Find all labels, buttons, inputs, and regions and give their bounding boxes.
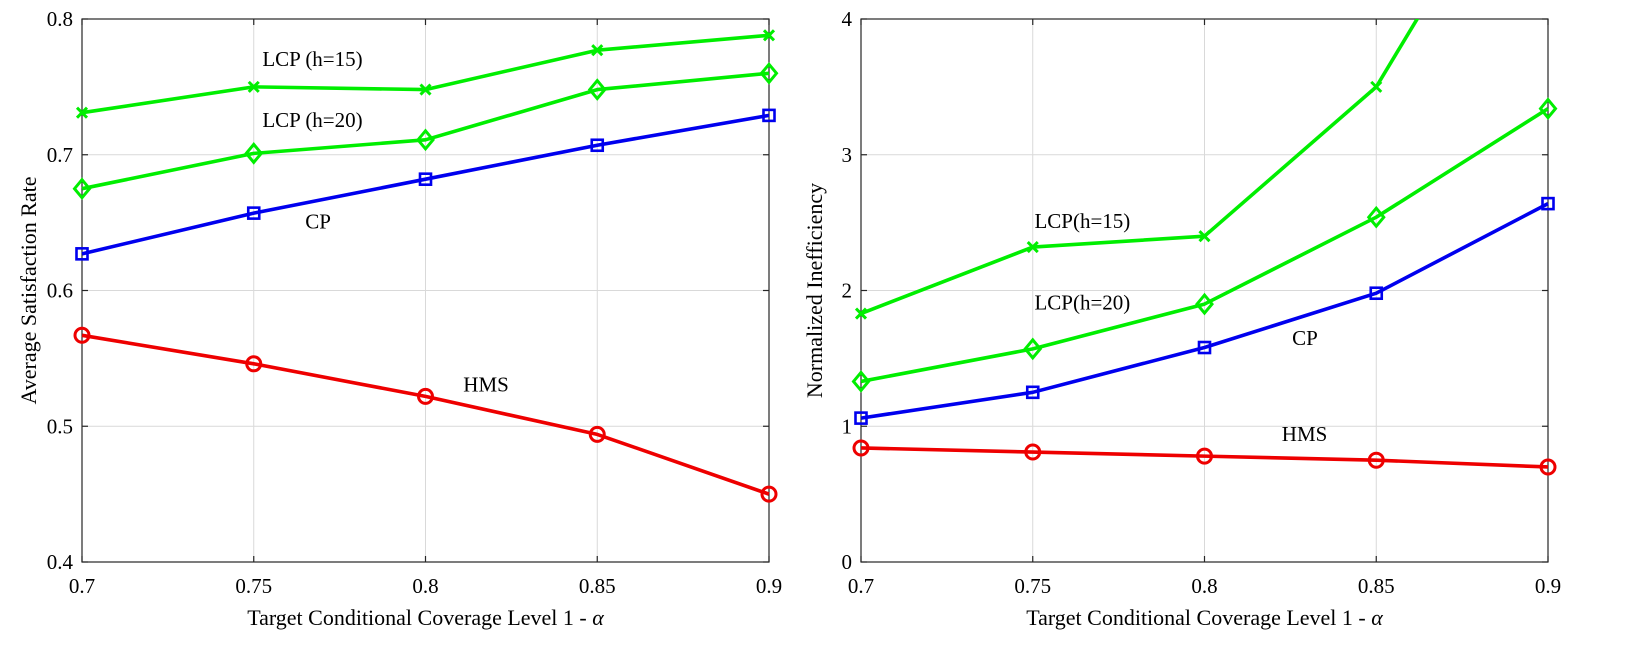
data-point-x-marker (247, 80, 260, 93)
x-tick-label: 0.8 (1191, 574, 1217, 598)
series-line-cp (81, 113, 770, 256)
data-point-square-marker (1197, 340, 1212, 355)
y-tick-label: 0.8 (47, 7, 73, 31)
series-lcp-h-20 (851, 97, 1558, 393)
y-tick-label: 0.7 (47, 143, 73, 167)
data-point-diamond-marker (416, 128, 435, 152)
data-point-x-marker (75, 106, 89, 119)
series-line-lcp-h-20 (860, 107, 1549, 384)
x-tick-label: 0.7 (848, 574, 874, 598)
data-point-circle-marker (588, 425, 606, 443)
x-tick-label: 0.85 (579, 574, 616, 598)
series-line-hms (860, 446, 1549, 469)
data-point-square-marker (75, 247, 89, 261)
data-point-circle-marker (852, 439, 870, 457)
data-point-circle-marker (1367, 451, 1385, 469)
y-tick-label: 4 (842, 7, 853, 31)
data-point-circle-marker (1196, 447, 1213, 465)
data-point-x-marker (419, 83, 432, 96)
series-annotation-lcp-h-15: LCP(h=15) (1034, 209, 1130, 233)
y-tick-label: 3 (842, 143, 853, 167)
series-cp (75, 108, 776, 261)
data-point-x-marker (854, 307, 868, 320)
data-point-square-marker (1369, 286, 1384, 301)
data-point-diamond-marker (72, 177, 92, 201)
x-tick-label: 0.9 (1535, 574, 1561, 598)
series-lcp-h-20 (72, 61, 779, 201)
data-point-diamond-marker (1538, 97, 1558, 120)
data-point-square-marker (590, 138, 605, 153)
data-point-diamond-marker (1366, 205, 1386, 229)
x-tick-label: 0.75 (235, 574, 272, 598)
data-point-x-marker (1198, 230, 1211, 243)
series-annotation-hms: HMS (463, 373, 509, 397)
data-point-square-marker (418, 172, 433, 186)
data-point-diamond-marker (851, 370, 871, 393)
series-cp (854, 196, 1555, 425)
grid-lines (81, 18, 770, 563)
x-axis-label-symbol: α (592, 605, 604, 630)
grid-lines (860, 18, 1549, 563)
y-tick-label: 0.4 (47, 550, 74, 574)
data-point-circle-marker (1024, 443, 1042, 461)
data-point-diamond-marker (1023, 337, 1043, 361)
data-point-x-marker (762, 29, 776, 42)
x-axis-label-text: Target Conditional Coverage Level 1 - (1026, 605, 1371, 630)
data-point-x-marker (591, 44, 604, 57)
y-tick-label: 1 (842, 414, 853, 438)
y-axis-label: Normalized Inefficiency (802, 183, 827, 398)
data-point-x-marker (1370, 80, 1383, 93)
series-lcp-h-15 (75, 29, 776, 119)
data-point-circle-marker (1539, 458, 1557, 476)
data-point-diamond-marker (1195, 292, 1214, 316)
ticks: 0.7 0.75 0.8 0.85 0.9 0 1 2 3 4 (842, 7, 1562, 598)
data-point-circle-marker (73, 326, 91, 344)
y-axis-label: Average Satisfaction Rate (16, 176, 41, 404)
x-axis-label: Target Conditional Coverage Level 1 - α (247, 605, 604, 630)
x-tick-label: 0.85 (1358, 574, 1395, 598)
x-axis-label: Target Conditional Coverage Level 1 - α (1026, 605, 1383, 630)
data-point-diamond-marker (759, 61, 779, 85)
data-point-diamond-marker (587, 78, 607, 101)
x-tick-label: 0.9 (756, 574, 782, 598)
series-line-lcp-h-20 (81, 71, 770, 191)
y-tick-label: 2 (842, 279, 853, 303)
series-hms (73, 326, 778, 503)
x-tick-label: 0.8 (412, 574, 438, 598)
data-point-square-marker (1025, 385, 1040, 400)
series-annotation-hms: HMS (1282, 422, 1328, 446)
series-line-hms (81, 333, 770, 496)
data-point-square-marker (246, 206, 261, 220)
x-tick-label: 0.7 (69, 574, 95, 598)
y-tick-label: 0.6 (47, 279, 73, 303)
data-point-square-marker (854, 411, 868, 425)
series-hms (852, 439, 1557, 476)
series-annotation-lcp-h-20: LCP (h=20) (262, 108, 362, 132)
data-point-circle-marker (760, 485, 778, 503)
ticks: 0.7 0.75 0.8 0.85 0.9 0.4 0.5 0.6 0.7 0.8 (47, 7, 782, 598)
series-line-cp (860, 202, 1549, 420)
data-point-diamond-marker (244, 142, 264, 165)
series-lcp-h-15 (854, 19, 1420, 320)
inefficiency-chart: 0.7 0.75 0.8 0.85 0.9 0 1 2 3 4 Target Conditional… (802, 7, 1562, 630)
data-point-circle-marker (417, 387, 434, 405)
data-point-square-marker (1541, 196, 1555, 211)
series-annotation-cp: CP (305, 210, 331, 234)
series-annotation-cp: CP (1292, 326, 1318, 350)
series-annotation-lcp-h-20: LCP(h=20) (1034, 291, 1130, 315)
x-axis-label-symbol: α (1371, 605, 1383, 630)
x-axis-label-text: Target Conditional Coverage Level 1 - (247, 605, 592, 630)
y-tick-label: 0.5 (47, 414, 73, 438)
y-tick-label: 0 (842, 550, 853, 574)
data-point-circle-marker (245, 355, 263, 373)
satisfaction-rate-chart: 0.7 0.75 0.8 0.85 0.9 0.4 0.5 0.6 0.7 0.8 Target C… (16, 7, 782, 630)
series-annotation-lcp-h-15: LCP (h=15) (262, 47, 362, 71)
x-tick-label: 0.75 (1014, 574, 1051, 598)
data-point-x-marker (1026, 240, 1039, 254)
data-point-square-marker (762, 108, 776, 123)
